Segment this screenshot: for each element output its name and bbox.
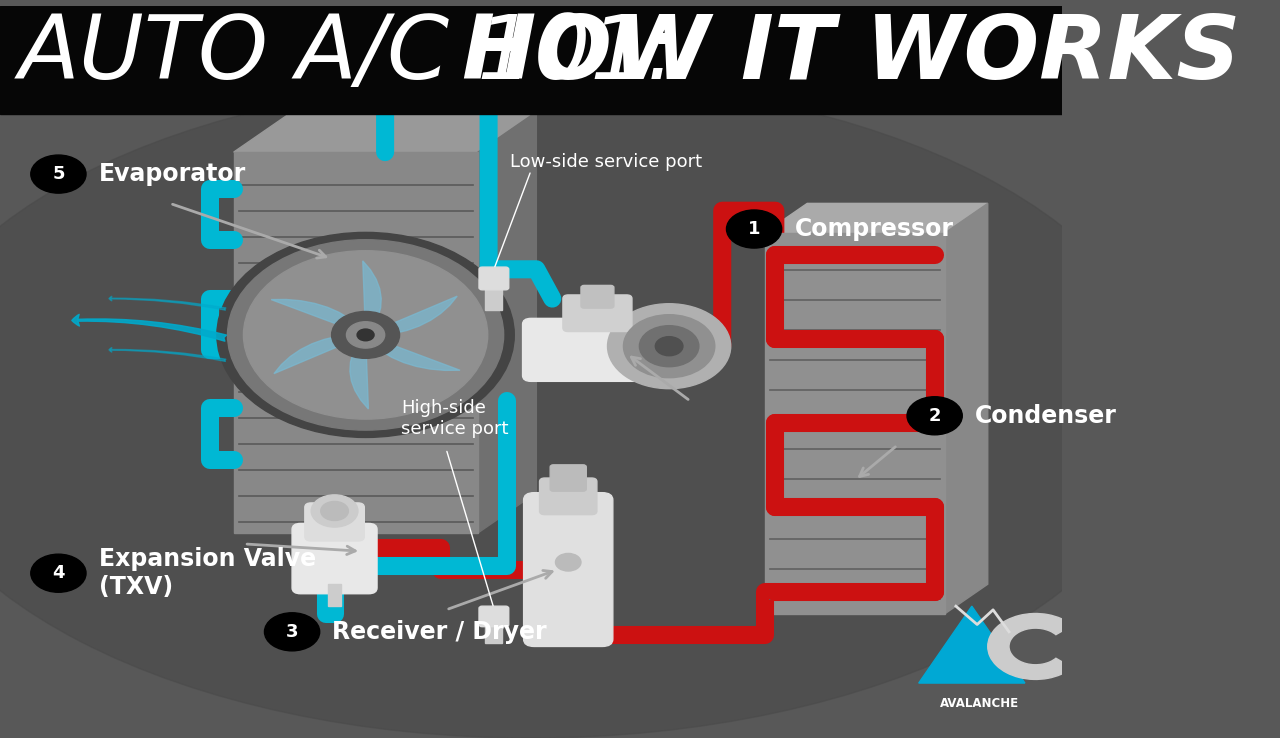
Text: 4: 4 (52, 565, 65, 582)
Text: Receiver / Dryer: Receiver / Dryer (333, 620, 547, 644)
Ellipse shape (0, 79, 1169, 738)
Polygon shape (234, 112, 536, 152)
FancyArrowPatch shape (109, 348, 225, 362)
Text: 5: 5 (52, 165, 65, 183)
FancyBboxPatch shape (479, 606, 508, 627)
Text: Sensor bulb = Constant pressure: Sensor bulb = Constant pressure (515, 83, 813, 101)
Text: 3: 3 (285, 623, 298, 641)
FancyBboxPatch shape (581, 286, 614, 308)
Circle shape (357, 329, 374, 341)
Polygon shape (477, 112, 536, 533)
FancyBboxPatch shape (540, 478, 596, 514)
Circle shape (265, 613, 320, 651)
FancyBboxPatch shape (550, 465, 586, 492)
FancyBboxPatch shape (292, 523, 378, 594)
Polygon shape (919, 606, 1025, 683)
Circle shape (216, 232, 515, 438)
FancyBboxPatch shape (522, 318, 645, 382)
Circle shape (640, 325, 699, 367)
FancyBboxPatch shape (479, 267, 508, 290)
Text: Condenser: Condenser (975, 404, 1117, 428)
Polygon shape (362, 261, 381, 325)
Polygon shape (764, 204, 988, 232)
Text: Evaporator: Evaporator (99, 162, 246, 186)
Bar (764, 232, 945, 613)
Text: 2: 2 (928, 407, 941, 425)
Text: Expansion Valve
(TXV): Expansion Valve (TXV) (99, 548, 316, 599)
Polygon shape (374, 340, 460, 370)
Circle shape (623, 314, 714, 378)
Wedge shape (988, 613, 1073, 680)
Bar (328, 584, 340, 606)
Polygon shape (379, 296, 457, 335)
Text: Low-side service port: Low-side service port (509, 153, 701, 170)
Text: Compressor: Compressor (795, 217, 954, 241)
Circle shape (608, 304, 731, 389)
Circle shape (556, 554, 581, 571)
Bar (0, 6, 1062, 114)
Circle shape (31, 155, 86, 193)
Circle shape (518, 96, 544, 114)
FancyArrowPatch shape (109, 297, 225, 310)
Text: AUTO A/C 101:: AUTO A/C 101: (19, 11, 707, 97)
FancyArrowPatch shape (72, 314, 227, 341)
Text: AVALANCHE: AVALANCHE (940, 697, 1019, 709)
Circle shape (727, 210, 782, 248)
Polygon shape (945, 204, 988, 613)
Bar (485, 622, 502, 643)
Bar (234, 152, 477, 533)
Circle shape (228, 240, 503, 430)
Circle shape (311, 495, 358, 527)
Polygon shape (274, 335, 352, 373)
Circle shape (908, 397, 963, 435)
Circle shape (332, 311, 399, 359)
Polygon shape (271, 300, 357, 330)
FancyBboxPatch shape (524, 493, 613, 646)
Circle shape (347, 322, 385, 348)
Polygon shape (349, 345, 369, 409)
Circle shape (655, 337, 684, 356)
Text: High-side
service port: High-side service port (402, 399, 509, 438)
Circle shape (321, 501, 348, 520)
FancyBboxPatch shape (563, 295, 632, 331)
FancyBboxPatch shape (305, 503, 365, 541)
Circle shape (243, 251, 488, 419)
Text: HOW IT WORKS: HOW IT WORKS (462, 11, 1240, 98)
Text: 1: 1 (748, 220, 760, 238)
Bar (485, 288, 502, 309)
Circle shape (31, 554, 86, 593)
